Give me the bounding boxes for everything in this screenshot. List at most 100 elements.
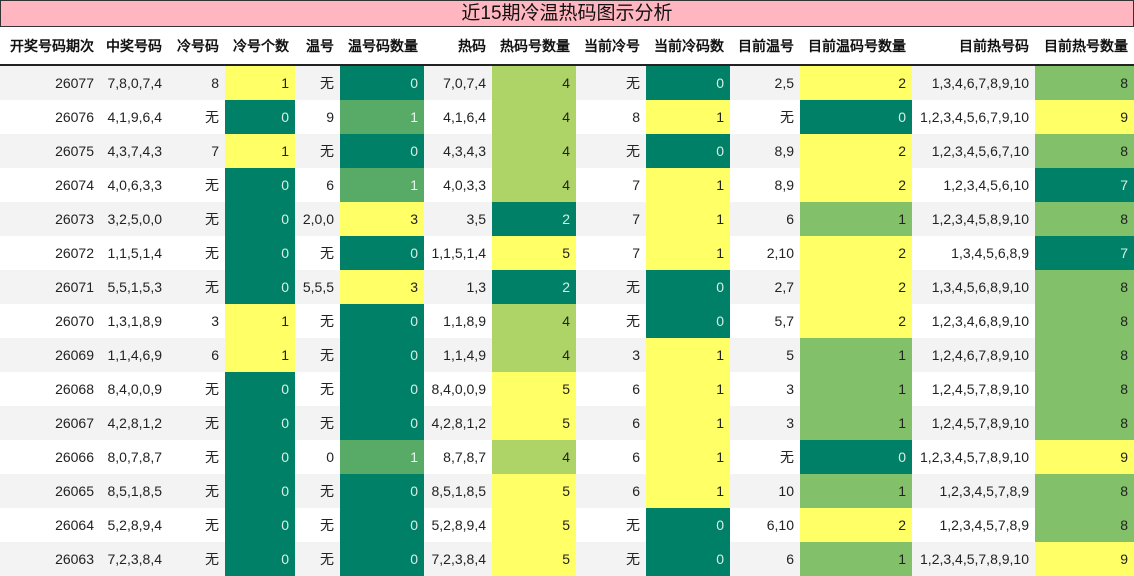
winning-cell[interactable]: 1,3,1,8,9 bbox=[100, 304, 168, 338]
hot-count-cell[interactable]: 4 bbox=[492, 440, 576, 474]
hot-cell[interactable]: 8,5,1,8,5 bbox=[424, 474, 492, 508]
cur-cold-count-cell[interactable]: 1 bbox=[646, 406, 730, 440]
cur-cold-cell[interactable]: 6 bbox=[576, 406, 646, 440]
warm-count-cell[interactable]: 1 bbox=[340, 440, 424, 474]
winning-cell[interactable]: 8,0,7,8,7 bbox=[100, 440, 168, 474]
cur-warm-cell[interactable]: 8,9 bbox=[730, 168, 800, 202]
cur-warm-count-cell[interactable]: 2 bbox=[800, 304, 912, 338]
hot-count-cell[interactable]: 5 bbox=[492, 474, 576, 508]
warm-cell[interactable]: 9 bbox=[295, 100, 340, 134]
cur-cold-cell[interactable]: 无 bbox=[576, 65, 646, 100]
cur-warm-count-cell[interactable]: 1 bbox=[800, 474, 912, 508]
col-header-winning[interactable]: 中奖号码 bbox=[100, 27, 168, 66]
cur-cold-count-cell[interactable]: 1 bbox=[646, 168, 730, 202]
cur-hot-count-cell[interactable]: 7 bbox=[1035, 236, 1134, 270]
period-cell[interactable]: 26070 bbox=[0, 304, 100, 338]
cur-hot-count-cell[interactable]: 9 bbox=[1035, 100, 1134, 134]
cur-warm-cell[interactable]: 2,5 bbox=[730, 65, 800, 100]
warm-cell[interactable]: 5,5,5 bbox=[295, 270, 340, 304]
period-cell[interactable]: 26065 bbox=[0, 474, 100, 508]
cold-cell[interactable]: 无 bbox=[168, 100, 225, 134]
cold-count-cell[interactable]: 0 bbox=[225, 270, 295, 304]
cur-warm-count-cell[interactable]: 2 bbox=[800, 270, 912, 304]
warm-count-cell[interactable]: 1 bbox=[340, 168, 424, 202]
cur-hot-cell[interactable]: 1,2,3,4,5,7,8,9 bbox=[912, 474, 1035, 508]
cur-cold-cell[interactable]: 8 bbox=[576, 100, 646, 134]
cur-cold-cell[interactable]: 7 bbox=[576, 236, 646, 270]
cur-warm-count-cell[interactable]: 2 bbox=[800, 168, 912, 202]
hot-cell[interactable]: 1,1,4,9 bbox=[424, 338, 492, 372]
col-header-cur-cold[interactable]: 当前冷号 bbox=[576, 27, 646, 66]
cold-cell[interactable]: 无 bbox=[168, 202, 225, 236]
col-header-cur-hot-count[interactable]: 目前热号数量 bbox=[1035, 27, 1134, 66]
cur-hot-cell[interactable]: 1,2,3,4,5,6,7,10 bbox=[912, 134, 1035, 168]
hot-count-cell[interactable]: 4 bbox=[492, 304, 576, 338]
warm-cell[interactable]: 无 bbox=[295, 236, 340, 270]
cur-hot-count-cell[interactable]: 8 bbox=[1035, 134, 1134, 168]
cold-count-cell[interactable]: 0 bbox=[225, 542, 295, 576]
warm-cell[interactable]: 无 bbox=[295, 304, 340, 338]
cur-warm-count-cell[interactable]: 0 bbox=[800, 440, 912, 474]
cur-hot-count-cell[interactable]: 8 bbox=[1035, 202, 1134, 236]
cur-warm-cell[interactable]: 6 bbox=[730, 542, 800, 576]
cur-cold-count-cell[interactable]: 0 bbox=[646, 65, 730, 100]
cur-hot-cell[interactable]: 1,3,4,6,7,8,9,10 bbox=[912, 65, 1035, 100]
cur-warm-count-cell[interactable]: 1 bbox=[800, 406, 912, 440]
warm-cell[interactable]: 6 bbox=[295, 168, 340, 202]
cur-cold-cell[interactable]: 无 bbox=[576, 304, 646, 338]
cur-warm-count-cell[interactable]: 2 bbox=[800, 236, 912, 270]
cur-hot-count-cell[interactable]: 8 bbox=[1035, 338, 1134, 372]
cur-cold-cell[interactable]: 无 bbox=[576, 270, 646, 304]
cur-cold-cell[interactable]: 7 bbox=[576, 202, 646, 236]
warm-count-cell[interactable]: 3 bbox=[340, 270, 424, 304]
cur-warm-cell[interactable]: 3 bbox=[730, 406, 800, 440]
cold-count-cell[interactable]: 0 bbox=[225, 100, 295, 134]
cur-cold-cell[interactable]: 6 bbox=[576, 372, 646, 406]
col-header-period[interactable]: 开奖号码期次 bbox=[0, 27, 100, 66]
cur-cold-count-cell[interactable]: 0 bbox=[646, 270, 730, 304]
cur-warm-count-cell[interactable]: 1 bbox=[800, 202, 912, 236]
cur-cold-cell[interactable]: 无 bbox=[576, 542, 646, 576]
cold-cell[interactable]: 无 bbox=[168, 372, 225, 406]
winning-cell[interactable]: 1,1,4,6,9 bbox=[100, 338, 168, 372]
cold-count-cell[interactable]: 0 bbox=[225, 406, 295, 440]
warm-count-cell[interactable]: 0 bbox=[340, 338, 424, 372]
cold-cell[interactable]: 无 bbox=[168, 440, 225, 474]
winning-cell[interactable]: 7,8,0,7,4 bbox=[100, 65, 168, 100]
warm-cell[interactable]: 2,0,0 bbox=[295, 202, 340, 236]
cur-cold-cell[interactable]: 无 bbox=[576, 134, 646, 168]
cur-warm-cell[interactable]: 2,7 bbox=[730, 270, 800, 304]
winning-cell[interactable]: 5,5,1,5,3 bbox=[100, 270, 168, 304]
cold-cell[interactable]: 无 bbox=[168, 168, 225, 202]
cur-cold-count-cell[interactable]: 1 bbox=[646, 440, 730, 474]
cur-hot-cell[interactable]: 1,2,3,4,5,6,10 bbox=[912, 168, 1035, 202]
cur-cold-count-cell[interactable]: 0 bbox=[646, 304, 730, 338]
cur-warm-cell[interactable]: 2,10 bbox=[730, 236, 800, 270]
warm-cell[interactable]: 无 bbox=[295, 338, 340, 372]
hot-cell[interactable]: 3,5 bbox=[424, 202, 492, 236]
hot-cell[interactable]: 1,1,5,1,4 bbox=[424, 236, 492, 270]
cur-cold-count-cell[interactable]: 0 bbox=[646, 508, 730, 542]
col-header-hot-count[interactable]: 热码号数量 bbox=[492, 27, 576, 66]
cold-count-cell[interactable]: 1 bbox=[225, 338, 295, 372]
cur-hot-cell[interactable]: 1,2,3,4,5,8,9,10 bbox=[912, 202, 1035, 236]
cur-hot-count-cell[interactable]: 8 bbox=[1035, 270, 1134, 304]
cur-cold-count-cell[interactable]: 1 bbox=[646, 372, 730, 406]
warm-cell[interactable]: 无 bbox=[295, 508, 340, 542]
hot-count-cell[interactable]: 2 bbox=[492, 270, 576, 304]
cur-warm-cell[interactable]: 5 bbox=[730, 338, 800, 372]
period-cell[interactable]: 26063 bbox=[0, 542, 100, 576]
cur-hot-cell[interactable]: 1,2,4,6,7,8,9,10 bbox=[912, 338, 1035, 372]
cold-count-cell[interactable]: 1 bbox=[225, 134, 295, 168]
cold-cell[interactable]: 6 bbox=[168, 338, 225, 372]
period-cell[interactable]: 26071 bbox=[0, 270, 100, 304]
cur-warm-cell[interactable]: 10 bbox=[730, 474, 800, 508]
cur-warm-cell[interactable]: 6 bbox=[730, 202, 800, 236]
hot-count-cell[interactable]: 4 bbox=[492, 100, 576, 134]
cold-count-cell[interactable]: 1 bbox=[225, 304, 295, 338]
cur-hot-count-cell[interactable]: 7 bbox=[1035, 168, 1134, 202]
winning-cell[interactable]: 1,1,5,1,4 bbox=[100, 236, 168, 270]
col-header-cur-warm[interactable]: 目前温号 bbox=[730, 27, 800, 66]
period-cell[interactable]: 26072 bbox=[0, 236, 100, 270]
cur-hot-count-cell[interactable]: 9 bbox=[1035, 542, 1134, 576]
